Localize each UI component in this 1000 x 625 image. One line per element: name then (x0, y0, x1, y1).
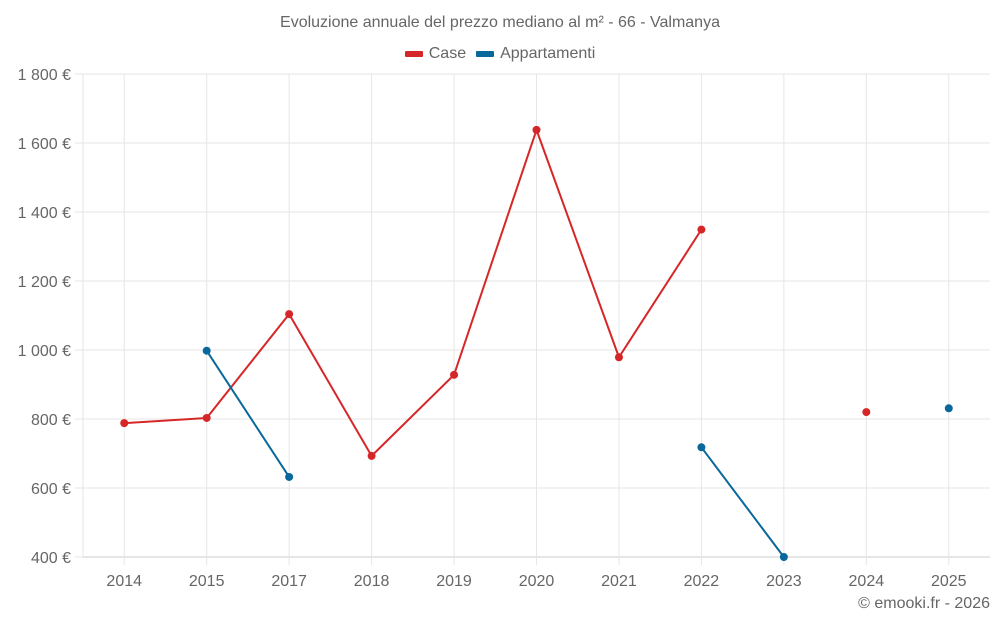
y-tick-label: 1 200 € (18, 274, 71, 291)
x-tick-label: 2025 (931, 573, 967, 590)
y-tick-label: 800 € (31, 412, 71, 429)
x-tick-label: 2019 (436, 573, 472, 590)
legend-swatch-case (404, 51, 423, 57)
y-tick-label: 1 000 € (18, 343, 71, 360)
series-line (124, 128, 703, 457)
y-tick-label: 400 € (31, 550, 71, 567)
y-tick-label: 600 € (31, 481, 71, 498)
chart-title: Evoluzione annuale del prezzo mediano al… (280, 14, 720, 31)
y-tick-label: 1 600 € (18, 136, 71, 153)
series-line (205, 350, 290, 478)
y-tick-label: 1 400 € (18, 205, 71, 222)
data-point[interactable] (450, 370, 459, 379)
data-point[interactable] (944, 404, 953, 413)
series-appartamenti (202, 346, 953, 561)
data-point[interactable] (697, 225, 706, 234)
x-tick-label: 2014 (106, 573, 142, 590)
series-case (120, 125, 871, 460)
x-tick-label: 2023 (766, 573, 802, 590)
data-point[interactable] (120, 419, 129, 428)
legend-item-case[interactable]: Case (404, 45, 467, 63)
x-tick-label: 2018 (354, 573, 390, 590)
data-point[interactable] (779, 553, 788, 561)
legend-label-appartamenti: Appartamenti (500, 45, 596, 62)
data-point[interactable] (202, 413, 211, 422)
data-point[interactable] (285, 310, 294, 319)
x-tick-label: 2022 (684, 573, 720, 590)
x-tick-label: 2024 (849, 573, 885, 590)
data-point[interactable] (202, 346, 211, 355)
series-line (700, 446, 785, 558)
data-point[interactable] (367, 451, 376, 460)
x-tick-label: 2021 (601, 573, 637, 590)
y-tick-label: 1 800 € (18, 67, 71, 84)
data-point[interactable] (532, 125, 541, 134)
legend: Case Appartamenti (0, 45, 1000, 63)
x-tick-label: 2020 (519, 573, 555, 590)
legend-swatch-appartamenti (476, 51, 495, 57)
legend-item-appartamenti[interactable]: Appartamenti (476, 45, 595, 63)
data-point[interactable] (697, 443, 706, 452)
x-tick-label: 2015 (189, 573, 225, 590)
legend-label-case: Case (428, 45, 467, 62)
data-point[interactable] (614, 353, 623, 362)
credit-text: © emooki.fr - 2026 (858, 595, 990, 612)
data-point[interactable] (285, 472, 294, 481)
x-tick-label: 2017 (271, 573, 307, 590)
data-point[interactable] (862, 408, 871, 417)
